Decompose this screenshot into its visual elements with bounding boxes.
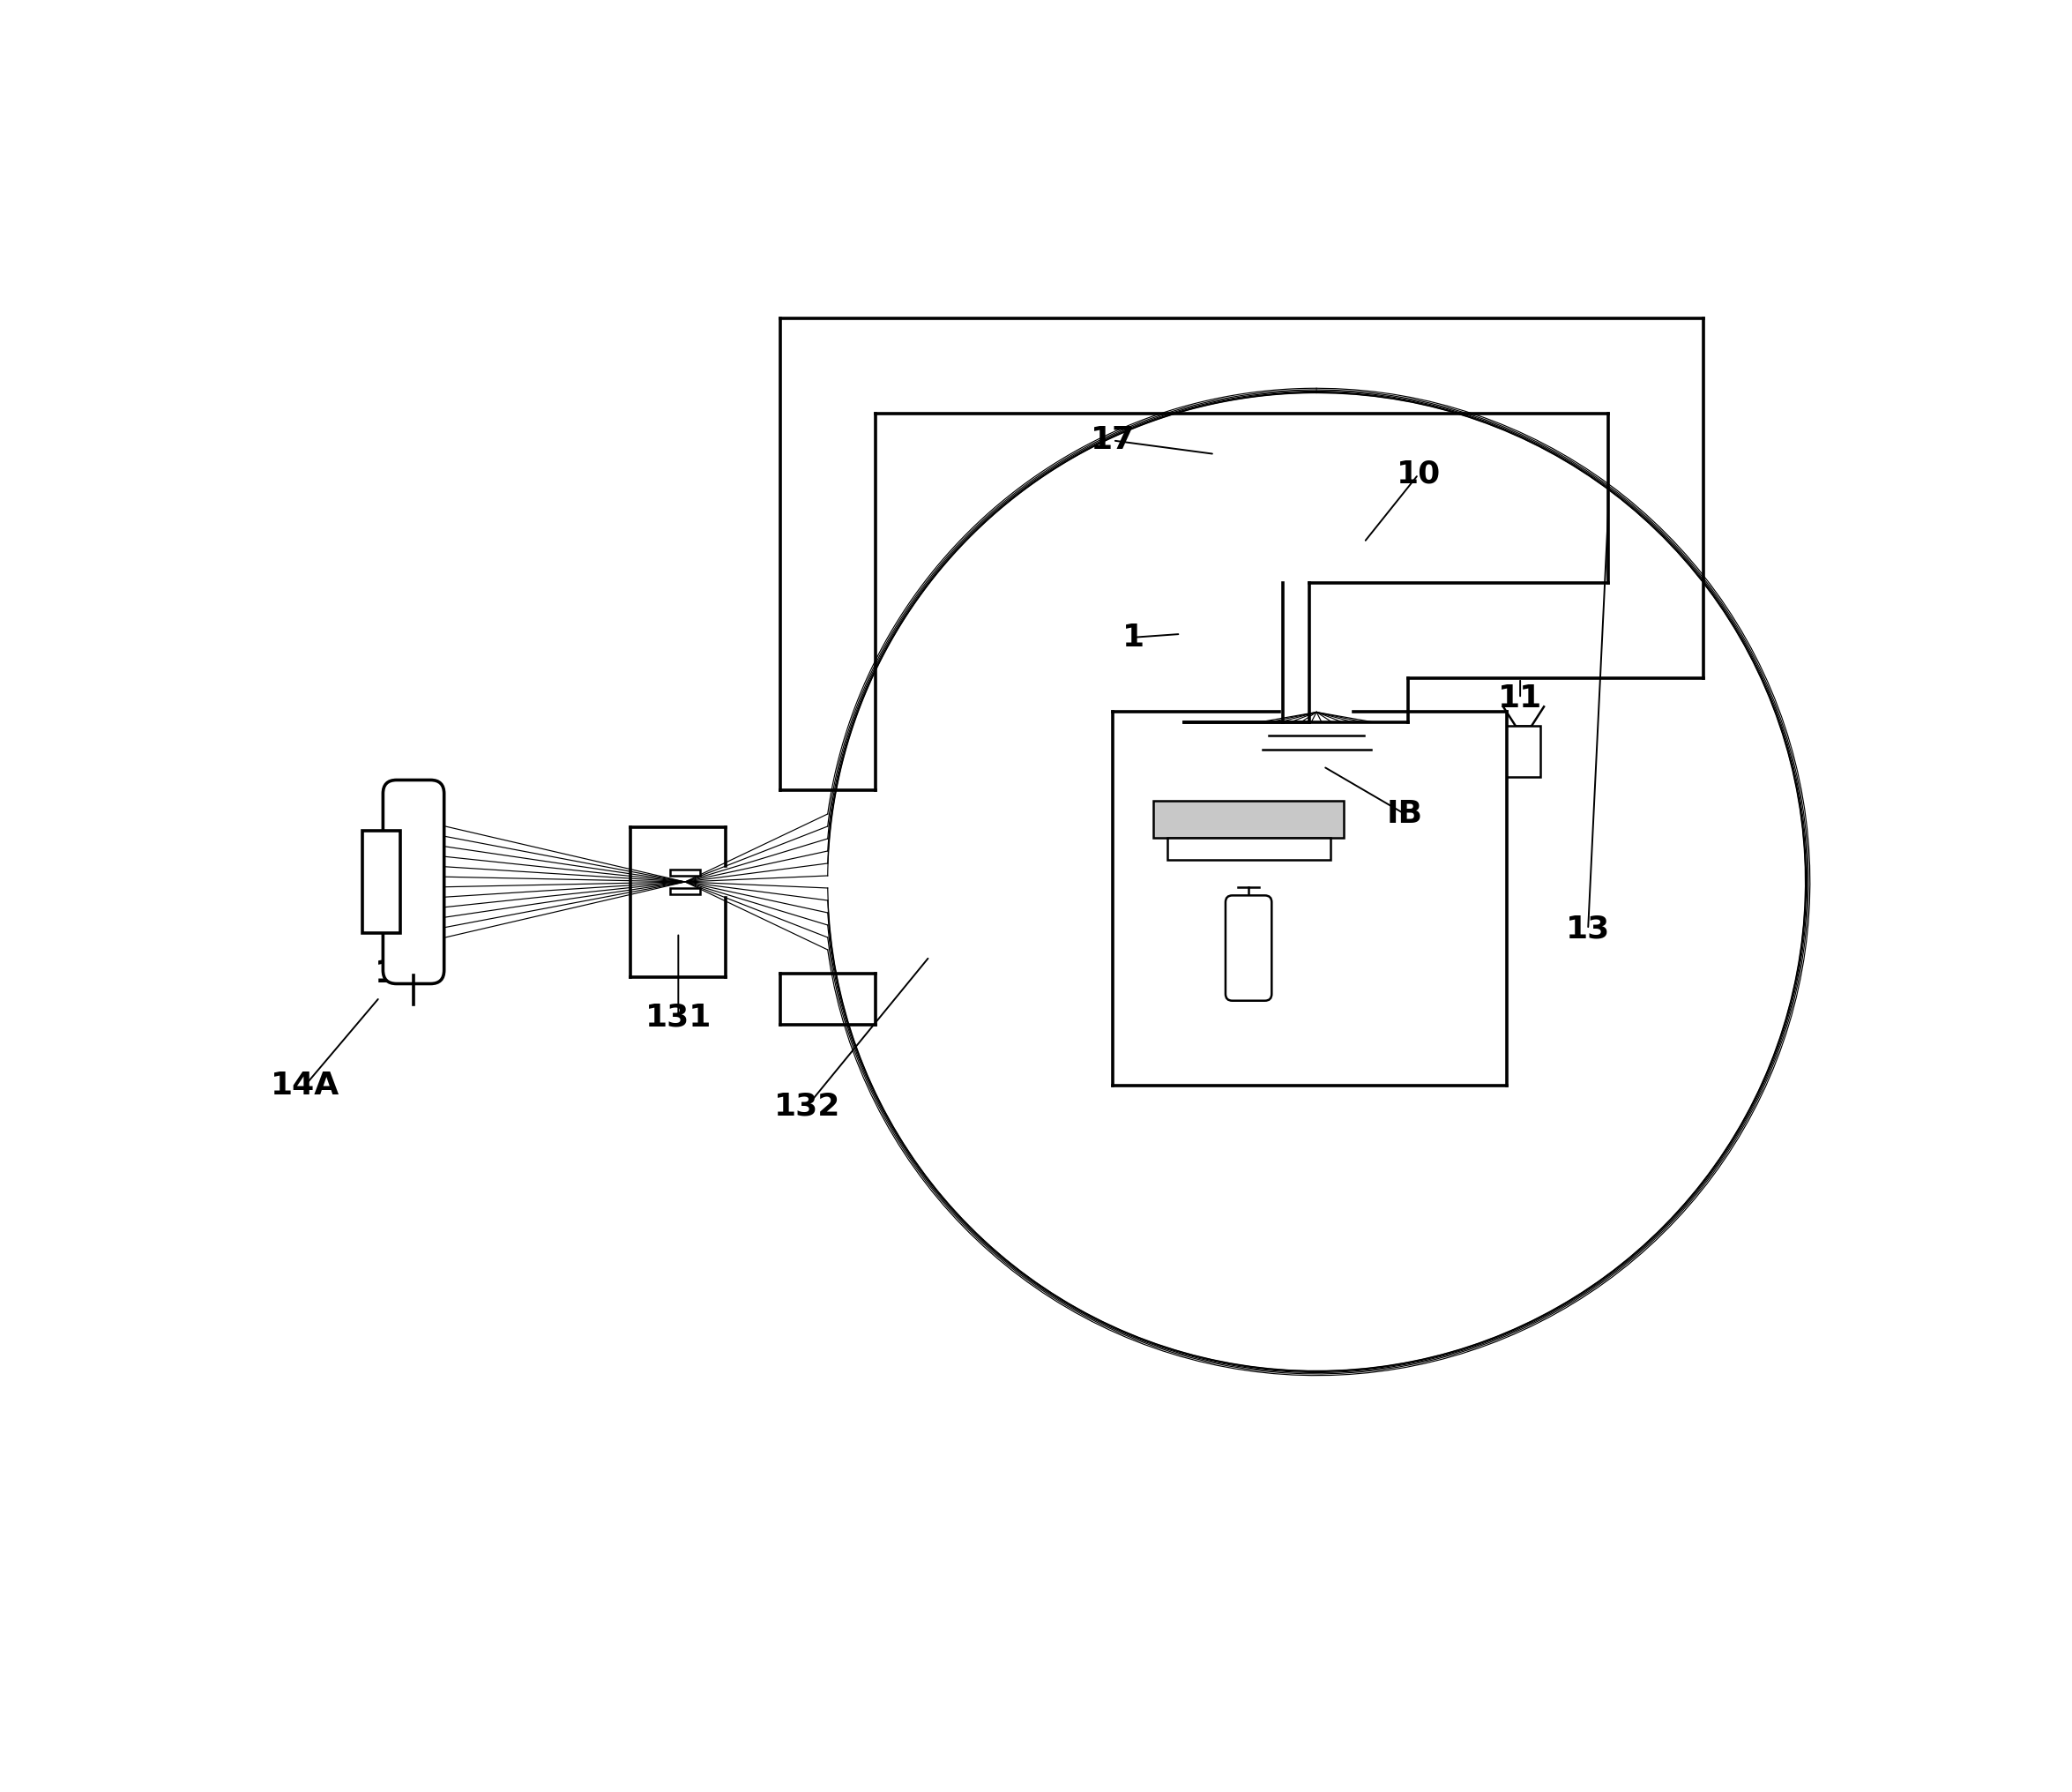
- Text: 10: 10: [1397, 459, 1440, 489]
- Text: 13: 13: [1566, 914, 1610, 944]
- Text: 132: 132: [775, 1091, 841, 1122]
- Bar: [1154, 801, 1343, 837]
- Text: 11: 11: [1498, 683, 1542, 713]
- Text: 1: 1: [1123, 622, 1144, 652]
- Bar: [669, 869, 700, 876]
- FancyBboxPatch shape: [383, 780, 443, 984]
- Text: 131: 131: [644, 1004, 711, 1032]
- Text: IB: IB: [1386, 799, 1423, 830]
- Text: 17: 17: [1090, 425, 1135, 455]
- Bar: [1167, 837, 1330, 860]
- Text: 14: 14: [375, 959, 419, 989]
- Bar: [669, 889, 700, 894]
- Bar: [1506, 726, 1542, 776]
- Text: 14A: 14A: [271, 1070, 340, 1100]
- FancyBboxPatch shape: [1225, 896, 1272, 1000]
- Bar: [363, 831, 400, 934]
